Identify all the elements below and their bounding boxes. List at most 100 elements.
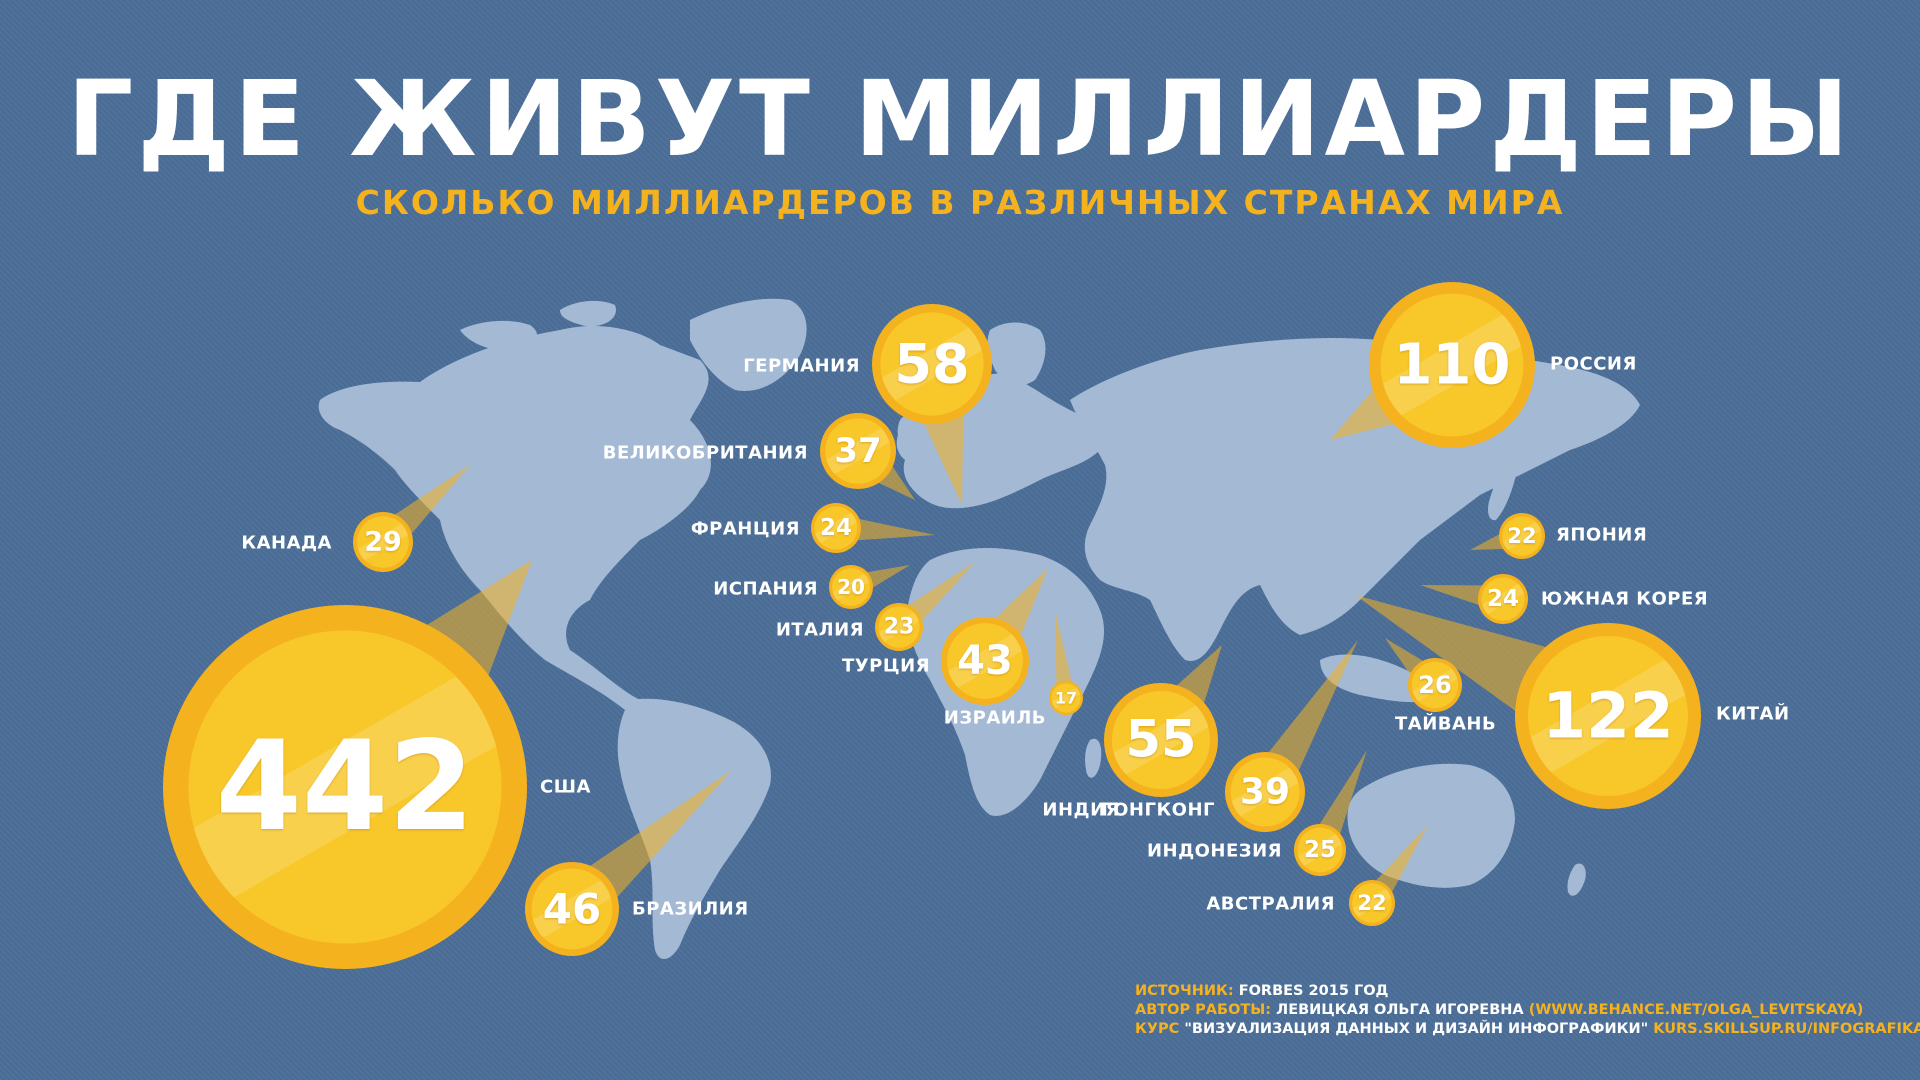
bubble-taiwan xyxy=(1403,658,1467,712)
label-russia: РОССИЯ xyxy=(1550,353,1637,375)
bubble-shine-taiwan xyxy=(1403,663,1467,707)
label-italy: ИТАЛИЯ xyxy=(775,619,864,641)
continent-south-america xyxy=(617,698,771,960)
bubble-inner-indonesia xyxy=(1297,827,1343,873)
bubble-inner-russia xyxy=(1380,293,1524,437)
label-israel: ИЗРАИЛЬ xyxy=(943,707,1046,729)
source-label: ИСТОЧНИК: xyxy=(1135,983,1234,999)
course-label: КУРС xyxy=(1135,1021,1180,1037)
bubble-russia xyxy=(1356,282,1548,448)
value-taiwan: 26 xyxy=(1418,671,1452,699)
label-turkey: ТУРЦИЯ xyxy=(842,655,930,677)
source-value: FORBES 2015 ГОД xyxy=(1238,983,1389,999)
bubble-shine-spain xyxy=(825,569,877,605)
madagascar xyxy=(1085,738,1102,778)
value-uk: 37 xyxy=(834,431,882,471)
label-southkorea: ЮЖНАЯ КОРЕЯ xyxy=(1541,588,1709,610)
credits: ИСТОЧНИК: FORBES 2015 ГОД АВТОР РАБОТЫ: … xyxy=(1135,982,1920,1039)
value-usa: 442 xyxy=(215,715,475,859)
bubble-japan xyxy=(1495,513,1549,559)
label-france: ФРАНЦИЯ xyxy=(690,518,800,540)
southeast-asia-islands xyxy=(1320,654,1433,703)
label-china: КИТАЙ xyxy=(1716,703,1790,725)
value-turkey: 43 xyxy=(957,638,1013,684)
label-hongkong: ГОНГКОНГ xyxy=(1101,799,1215,821)
bubble-hongkong xyxy=(1219,752,1311,832)
new-zealand xyxy=(1567,863,1586,896)
bubble-indonesia xyxy=(1290,824,1350,876)
bubble-inner-israel xyxy=(1051,683,1081,713)
label-spain: ИСПАНИЯ xyxy=(713,578,818,600)
bubble-shine-japan xyxy=(1495,517,1549,555)
course-link[interactable]: KURS.SKILLSUP.RU/INFOGRAFIKA xyxy=(1653,1021,1920,1037)
value-china: 122 xyxy=(1542,679,1674,753)
bubble-inner-india xyxy=(1111,690,1211,790)
greenland xyxy=(690,298,807,391)
bubble-shine-turkey xyxy=(934,626,1036,696)
value-brazil: 46 xyxy=(542,884,602,934)
bubble-inner-australia xyxy=(1352,883,1392,923)
bubble-inner-hongkong xyxy=(1230,757,1300,827)
bubble-usa xyxy=(135,605,555,969)
value-germany: 58 xyxy=(894,332,970,396)
value-russia: 110 xyxy=(1393,332,1511,398)
bubble-shine-india xyxy=(1095,694,1227,786)
bubble-australia xyxy=(1345,880,1399,926)
bubble-shine-russia xyxy=(1356,299,1548,431)
bubble-shine-canada xyxy=(348,518,418,566)
credit-author: АВТОР РАБОТЫ: ЛЕВИЦКАЯ ОЛЬГА ИГОРЕВНА (W… xyxy=(1135,1001,1920,1020)
label-japan: ЯПОНИЯ xyxy=(1556,524,1648,546)
bubble-spain xyxy=(825,565,877,609)
bubble-inner-uk xyxy=(825,418,891,484)
author-label: АВТОР РАБОТЫ: xyxy=(1135,1002,1272,1018)
bubble-inner-france xyxy=(814,506,858,550)
bubble-shine-hongkong xyxy=(1219,760,1311,824)
bubble-inner-usa xyxy=(188,630,502,944)
bubble-southkorea xyxy=(1474,574,1532,624)
label-india: ИНДИЯ xyxy=(1042,799,1120,821)
bubble-china xyxy=(1501,623,1715,809)
scandinavia xyxy=(987,322,1046,386)
label-canada: КАНАДА xyxy=(241,532,332,554)
value-indonesia: 25 xyxy=(1303,837,1337,863)
label-brazil: БРАЗИЛИЯ xyxy=(632,898,749,920)
bubble-germany xyxy=(863,304,1001,424)
japan xyxy=(1488,463,1517,521)
bubble-shine-usa xyxy=(135,643,555,931)
bubble-shine-china xyxy=(1501,642,1715,790)
value-india: 55 xyxy=(1125,710,1197,770)
credit-source: ИСТОЧНИК: FORBES 2015 ГОД xyxy=(1135,982,1920,1001)
bubble-shine-germany xyxy=(863,316,1001,412)
bubble-inner-japan xyxy=(1502,516,1542,556)
bubble-inner-spain xyxy=(832,568,870,606)
bubble-shine-israel xyxy=(1046,684,1086,712)
value-hongkong: 39 xyxy=(1239,771,1291,813)
author-link[interactable]: (WWW.BEHANCE.NET/OLGA_LEVITSKAYA) xyxy=(1528,1002,1864,1018)
continent-north-america xyxy=(318,325,711,710)
label-indonesia: ИНДОНЕЗИЯ xyxy=(1146,840,1282,862)
bubble-israel xyxy=(1046,681,1086,715)
value-israel: 17 xyxy=(1054,688,1078,708)
author-value: ЛЕВИЦКАЯ ОЛЬГА ИГОРЕВНА xyxy=(1276,1002,1524,1018)
page-title: ГДЕ ЖИВУТ МИЛЛИАРДЕРЫ xyxy=(67,58,1853,180)
value-australia: 22 xyxy=(1357,891,1387,915)
bubble-shine-uk xyxy=(814,420,902,482)
bubble-inner-taiwan xyxy=(1411,661,1459,709)
bubble-india xyxy=(1095,683,1227,797)
bubble-italy xyxy=(871,603,927,651)
bubble-inner-turkey xyxy=(947,623,1023,699)
pointer-israel xyxy=(1055,610,1076,700)
bubble-inner-southkorea xyxy=(1481,577,1525,621)
value-spain: 20 xyxy=(837,575,865,599)
bubble-shine-australia xyxy=(1345,884,1399,922)
label-taiwan: ТАЙВАНЬ xyxy=(1395,713,1497,735)
bubble-shine-brazil xyxy=(517,871,627,947)
bubble-canada xyxy=(348,512,418,572)
value-southkorea: 24 xyxy=(1486,586,1520,612)
bubble-inner-canada xyxy=(357,516,409,568)
bubble-shine-france xyxy=(807,508,865,548)
bubble-turkey xyxy=(934,617,1036,705)
bubble-brazil xyxy=(517,862,627,956)
bubble-france xyxy=(807,503,865,553)
bubble-uk xyxy=(814,413,902,489)
